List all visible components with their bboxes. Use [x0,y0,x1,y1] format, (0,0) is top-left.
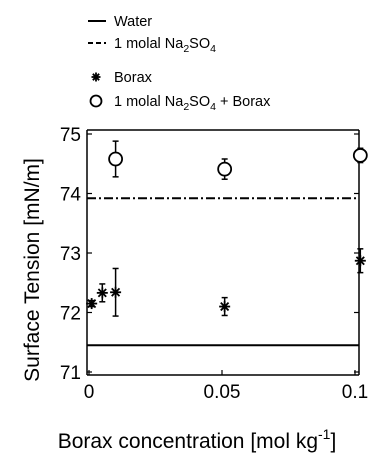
y-axis-label: Surface Tension [mN/m] [21,158,44,382]
x-tick-label: 0.05 [204,382,241,403]
y-tick-label: 75 [60,125,81,146]
legend-label: Borax [114,70,153,86]
data-series [86,140,368,317]
y-tick-label: 72 [60,304,81,325]
legend-item-na2so4: 1 molal Na2SO4 [88,36,216,55]
x-tick-label: 0 [84,382,95,403]
series-borax [86,248,366,317]
legend-label: Water [114,14,152,30]
x-tick-label: 0.1 [342,382,368,403]
axis-ticks: 71 72 73 74 75 0 0.05 0.1 [60,125,368,403]
legend-item-water: Water [88,14,152,30]
legend-item-borax: Borax [91,70,153,86]
y-tick-label: 73 [60,244,81,265]
x-axis-label: Borax concentration [mol kg-1] [58,426,337,453]
data-point-na2so4_borax [217,161,233,177]
reference-lines [87,197,359,347]
y-tick-label: 74 [60,185,82,206]
legend-label: 1 molal Na2SO4 [114,36,216,55]
data-point-borax [219,301,231,313]
data-point-na2so4_borax [108,151,123,167]
legend-item-na2so4_borax: 1 molal Na2SO4 + Borax [89,94,271,113]
data-point-borax [110,286,122,298]
y-tick-label: 71 [60,363,81,384]
legend-label: 1 molal Na2SO4 + Borax [114,94,271,113]
data-point-borax [96,287,108,299]
data-point-na2so4_borax [352,148,368,163]
series-na2so4_borax [108,140,368,180]
data-point-borax [354,255,366,267]
data-point-borax [86,298,98,310]
legend: Water 1 molal Na2SO4 Borax 1 molal Na2SO4 +… [88,14,271,113]
legend-swatch [89,94,103,108]
legend-swatch [91,72,101,82]
